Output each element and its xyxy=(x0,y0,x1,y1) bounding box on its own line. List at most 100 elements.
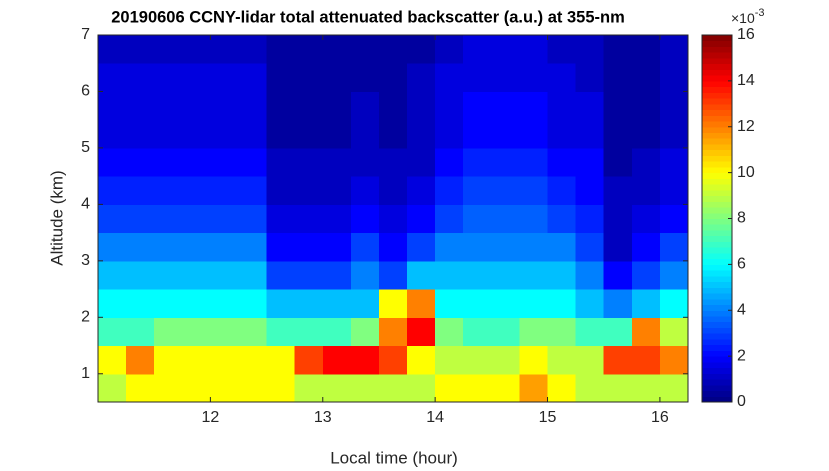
cell xyxy=(322,232,352,262)
cell xyxy=(126,204,155,234)
colorbar-tick-label: 10 xyxy=(737,164,755,181)
cell xyxy=(238,373,268,403)
cell xyxy=(378,119,408,149)
cell xyxy=(210,176,239,205)
cell xyxy=(266,91,296,121)
cell xyxy=(378,91,408,121)
cell xyxy=(407,260,436,290)
cell xyxy=(266,204,296,234)
cell xyxy=(659,63,689,92)
colorbar-segment xyxy=(702,224,732,231)
cell xyxy=(519,91,549,121)
cell xyxy=(407,63,436,92)
cell xyxy=(435,204,464,234)
y-tick-label: 7 xyxy=(81,26,90,43)
cell xyxy=(238,232,268,262)
cell xyxy=(238,63,268,92)
cell xyxy=(98,35,127,64)
cell xyxy=(407,204,436,234)
cell xyxy=(435,345,464,375)
colorbar-segment xyxy=(702,195,732,202)
cell xyxy=(182,204,211,234)
colorbar-tick-label: 14 xyxy=(737,72,755,89)
cell xyxy=(98,260,127,290)
colorbar-tick-label: 8 xyxy=(737,210,746,227)
cell xyxy=(154,176,183,205)
cell xyxy=(435,373,464,403)
cell xyxy=(659,232,689,262)
cell xyxy=(407,345,436,375)
cell xyxy=(378,204,408,234)
cell xyxy=(322,91,352,121)
cell xyxy=(182,232,211,262)
cell xyxy=(575,147,605,177)
cell xyxy=(659,176,689,205)
cell xyxy=(378,176,408,205)
colorbar-segment xyxy=(702,201,732,208)
cell xyxy=(126,176,155,205)
cell xyxy=(435,63,464,92)
colorbar-segment xyxy=(702,396,732,403)
colorbar-segment xyxy=(702,338,732,346)
y-tick-label: 1 xyxy=(81,365,90,382)
cell xyxy=(350,91,380,121)
cell xyxy=(126,260,155,290)
cell xyxy=(491,345,520,375)
cell xyxy=(322,119,352,149)
colorbar-segment xyxy=(702,178,732,185)
cell xyxy=(378,232,408,262)
cell xyxy=(182,373,211,403)
colorbar-scale-exponent: -3 xyxy=(755,7,765,19)
colorbar-segment xyxy=(702,379,732,386)
colorbar-segment xyxy=(702,275,732,283)
cell xyxy=(154,204,183,234)
cell xyxy=(126,147,155,177)
cell xyxy=(322,345,352,375)
cell xyxy=(350,35,380,64)
cell xyxy=(378,317,408,347)
cell xyxy=(126,119,155,149)
cell xyxy=(575,35,605,64)
cell xyxy=(98,289,127,318)
cell xyxy=(631,260,661,290)
cell xyxy=(238,260,268,290)
cell xyxy=(519,147,549,177)
colorbar-segment xyxy=(702,166,732,174)
colorbar-segment xyxy=(702,69,732,76)
y-axis-label: Altitude (km) xyxy=(47,170,66,265)
cell xyxy=(547,232,577,262)
cell xyxy=(238,289,268,318)
cell xyxy=(322,35,352,64)
cell xyxy=(210,373,239,403)
cell xyxy=(210,35,239,64)
cell xyxy=(98,91,127,121)
cell xyxy=(547,119,577,149)
cell xyxy=(547,260,577,290)
cell xyxy=(463,176,492,205)
colorbar-segment xyxy=(702,247,732,254)
cell xyxy=(154,63,183,92)
colorbar-segment xyxy=(702,35,732,42)
colorbar-segment xyxy=(702,315,732,323)
cell xyxy=(154,260,183,290)
cell xyxy=(378,260,408,290)
cell xyxy=(575,63,605,92)
colorbar-tick-label: 0 xyxy=(737,393,746,410)
cell xyxy=(631,317,661,347)
cell xyxy=(266,317,296,347)
cell xyxy=(519,232,549,262)
chart-title: 20190606 CCNY-lidar total attenuated bac… xyxy=(111,8,625,26)
y-tick-label: 5 xyxy=(81,139,90,156)
colorbar-segment xyxy=(702,92,732,99)
cell xyxy=(182,91,211,121)
cell xyxy=(98,147,127,177)
cell xyxy=(378,289,408,318)
colorbar-segment xyxy=(702,46,732,53)
cell xyxy=(210,119,239,149)
cell xyxy=(266,373,296,403)
cell xyxy=(266,289,296,318)
colorbar-segment xyxy=(702,298,732,306)
cell xyxy=(519,119,549,149)
colorbar-segment xyxy=(702,149,732,156)
cell xyxy=(547,176,577,205)
